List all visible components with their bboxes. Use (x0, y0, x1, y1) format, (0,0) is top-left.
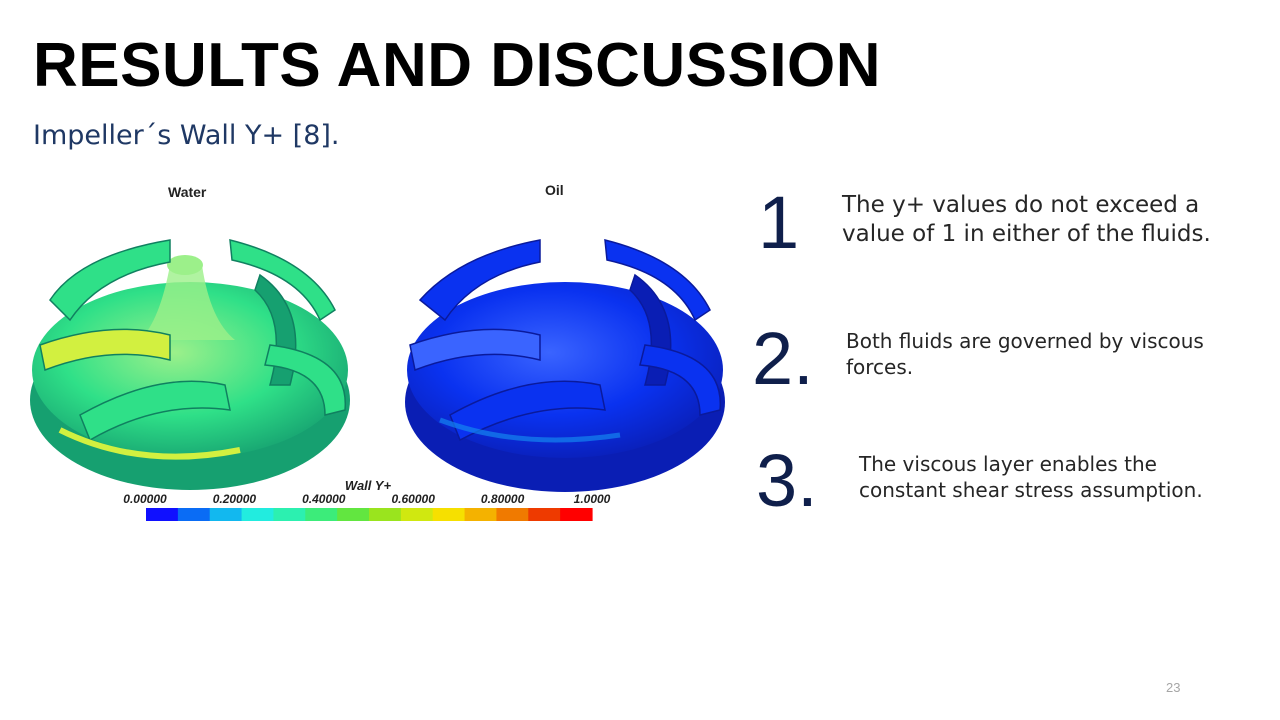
point-2-line-1: Both fluids are governed by viscous (846, 329, 1204, 353)
slide-title: RESULTS AND DISCUSSION (33, 31, 882, 100)
point-3-number: 3. (756, 439, 818, 522)
oil-blade-1 (418, 239, 541, 322)
colorbar-cell (305, 508, 338, 521)
colorbar-cell (337, 508, 370, 521)
colorbar-cell (496, 508, 529, 521)
water-blade-2 (39, 328, 171, 372)
oil-blade-2 (409, 328, 541, 372)
colorbar-cell (209, 508, 243, 521)
colorbar-tick-label: 0.20000 (213, 492, 257, 506)
slide-subtitle: Impeller´s Wall Y+ [8]. (33, 120, 340, 151)
point-3-line-2: constant shear stress assumption. (859, 477, 1203, 502)
colorbar-cell (273, 508, 306, 521)
water-blade-3 (79, 380, 231, 442)
point-2-text: Both fluids are governed by viscous forc… (846, 329, 1204, 380)
oil-impeller (405, 239, 725, 492)
colorbar-tick-label: 0.40000 (302, 492, 346, 506)
oil-blade-3 (449, 380, 606, 442)
water-blade-4 (229, 239, 336, 322)
point-1-text: The y+ values do not exceed a value of 1… (842, 191, 1211, 250)
point-2-line-2: forces. (846, 354, 914, 379)
oil-blade-4 (604, 239, 711, 322)
oil-label: Oil (545, 182, 564, 198)
water-impeller (30, 239, 350, 490)
colorbar-cell (560, 508, 593, 521)
colorbar-tick-label: 0.00000 (123, 492, 167, 506)
water-blade-6 (264, 344, 346, 416)
point-2-number: 2. (752, 317, 814, 400)
colorbar-cell (146, 508, 179, 521)
water-rim-highlight (58, 427, 241, 460)
point-1-line-2: value of 1 in either of the fluids. (842, 221, 1211, 248)
wall-yplus-figure: Water Oil (20, 170, 740, 540)
colorbar-cell (177, 508, 211, 521)
water-label: Water (168, 184, 207, 200)
colorbar: Wall Y+ 0.00000 0.20000 0.40000 0.60000 0.80… (123, 478, 611, 521)
colorbar-cells (146, 508, 593, 521)
colorbar-cell (400, 508, 434, 521)
colorbar-cell (528, 508, 561, 521)
colorbar-tick-label: 1.0000 (574, 492, 611, 506)
point-1-number: 1 (758, 181, 800, 264)
impeller-renders: Wall Y+ 0.00000 0.20000 0.40000 0.60000 0.80… (30, 239, 725, 521)
point-3-line-1: The viscous layer enables the (859, 452, 1157, 476)
point-3-text: The viscous layer enables the constant s… (859, 452, 1203, 503)
water-blade-1 (49, 239, 171, 322)
page-number: 23 (1166, 680, 1181, 695)
colorbar-cell (241, 508, 275, 521)
oil-rim-highlight (439, 417, 621, 443)
colorbar-tick-labels: 0.00000 0.20000 0.40000 0.60000 0.80000 1.000… (123, 492, 610, 506)
point-1-line-1: The y+ values do not exceed a (842, 192, 1200, 218)
colorbar-tick-label: 0.60000 (392, 492, 436, 506)
colorbar-tick-label: 0.80000 (481, 492, 525, 506)
water-hub (140, 265, 235, 340)
colorbar-cell (369, 508, 402, 521)
oil-blade-6 (639, 344, 721, 416)
colorbar-cell (432, 508, 466, 521)
colorbar-cell (464, 508, 498, 521)
colorbar-title: Wall Y+ (345, 478, 392, 493)
